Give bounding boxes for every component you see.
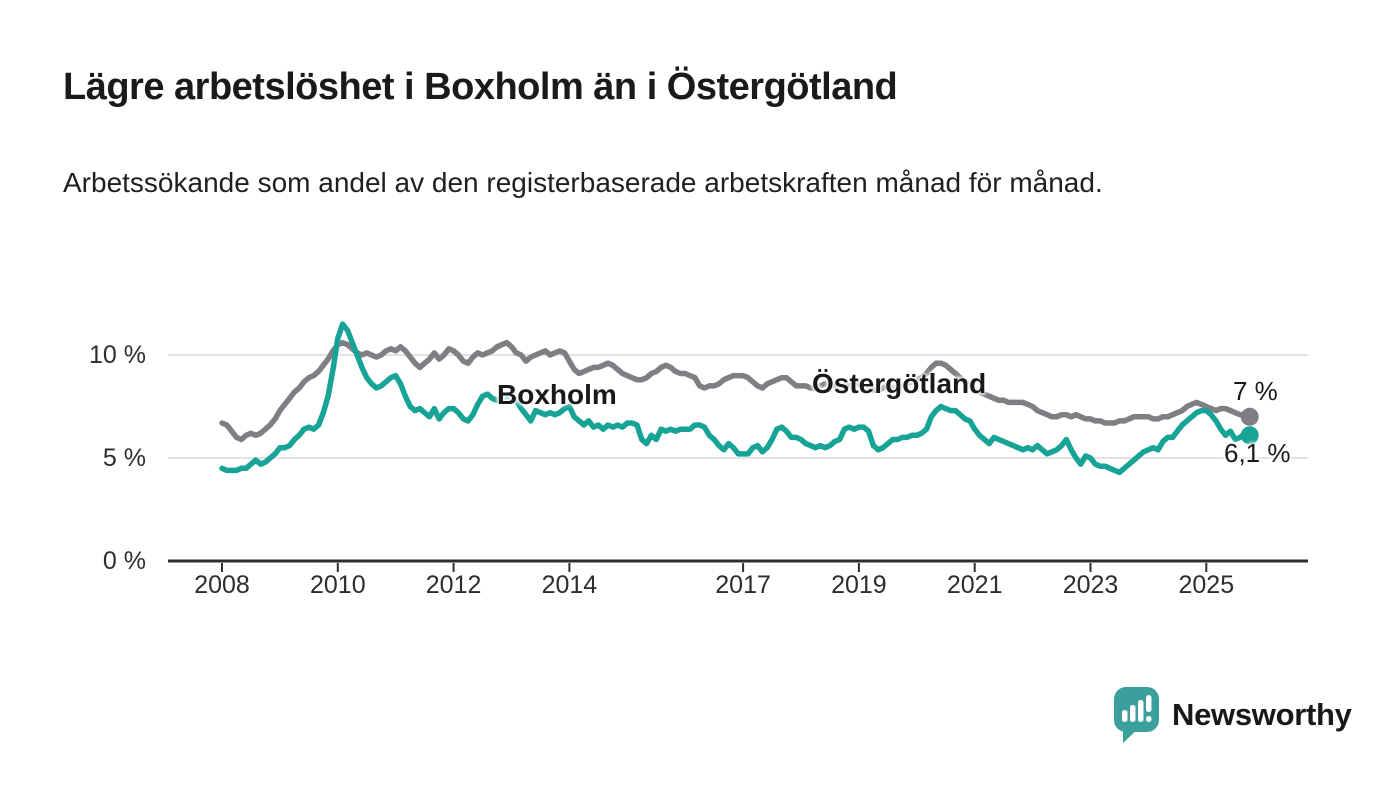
- x-axis-label: 2017: [715, 571, 771, 599]
- end-dot-boxholm: [1240, 426, 1259, 445]
- newsworthy-logo: Newsworthy: [1113, 686, 1352, 744]
- x-axis-label: 2023: [1062, 571, 1119, 599]
- x-axis-label: 2012: [425, 571, 482, 599]
- newsworthy-wordmark: Newsworthy: [1172, 697, 1352, 732]
- x-axis-label: 2021: [946, 571, 1003, 599]
- chart-subtitle: Arbetssökande som andel av den registerb…: [63, 167, 1103, 198]
- series-label-ostergotland: Östergötland: [812, 368, 987, 399]
- end-value-label-ostergotland: 7 %: [1233, 376, 1278, 406]
- chart-title: Lägre arbetslöshet i Boxholm än i Österg…: [63, 66, 898, 108]
- x-axis-label: 2008: [194, 571, 250, 599]
- newsworthy-bubble-icon: [1114, 687, 1159, 743]
- x-axis-label: 2019: [831, 571, 887, 599]
- y-axis-label: 5 %: [102, 444, 146, 472]
- series-label-boxholm: Boxholm: [497, 379, 617, 410]
- end-dot-östergötland: [1240, 407, 1259, 426]
- line-östergötland: [219, 339, 1253, 443]
- y-axis-label: 0 %: [102, 547, 146, 575]
- y-axis-label: 10 %: [89, 341, 146, 369]
- x-axis-label: 2014: [541, 571, 598, 599]
- end-value-label-boxholm: 6,1 %: [1224, 438, 1291, 468]
- line-boxholm: [219, 321, 1253, 476]
- x-axis-label: 2025: [1178, 571, 1235, 599]
- x-axis-label: 2010: [309, 571, 366, 599]
